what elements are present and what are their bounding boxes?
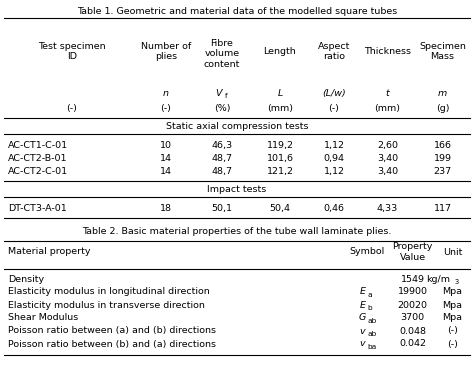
- Text: f: f: [225, 93, 228, 99]
- Text: 14: 14: [160, 154, 172, 163]
- Text: 1,12: 1,12: [323, 140, 345, 149]
- Text: Elasticity modulus in longitudinal direction: Elasticity modulus in longitudinal direc…: [8, 287, 210, 296]
- Text: (-): (-): [328, 103, 339, 112]
- Text: Mpa: Mpa: [443, 300, 463, 310]
- Text: a: a: [367, 292, 372, 298]
- Text: 19900: 19900: [398, 287, 428, 296]
- Text: DT-CT3-A-01: DT-CT3-A-01: [8, 203, 67, 212]
- Text: ab: ab: [367, 318, 377, 324]
- Text: 0,94: 0,94: [323, 154, 345, 163]
- Text: 50,1: 50,1: [211, 203, 233, 212]
- Text: (L/w): (L/w): [322, 89, 346, 98]
- Text: Impact tests: Impact tests: [207, 184, 266, 193]
- Text: 18: 18: [160, 203, 172, 212]
- Text: (-): (-): [447, 326, 458, 335]
- Text: kg/m: kg/m: [427, 275, 450, 284]
- Text: ratio: ratio: [323, 52, 345, 61]
- Text: (%): (%): [214, 103, 230, 112]
- Text: 0,46: 0,46: [323, 203, 345, 212]
- Text: 101,6: 101,6: [266, 154, 293, 163]
- Text: Static axial compression tests: Static axial compression tests: [166, 121, 308, 130]
- Text: Mpa: Mpa: [443, 314, 463, 322]
- Text: 3700: 3700: [401, 314, 425, 322]
- Text: Poisson ratio between (a) and (b) directions: Poisson ratio between (a) and (b) direct…: [8, 326, 216, 335]
- Text: (-): (-): [66, 103, 77, 112]
- Text: Fibre: Fibre: [210, 39, 233, 47]
- Text: 10: 10: [160, 140, 172, 149]
- Text: Mass: Mass: [430, 52, 455, 61]
- Text: 237: 237: [433, 166, 452, 175]
- Text: 48,7: 48,7: [211, 154, 233, 163]
- Text: E: E: [359, 287, 365, 296]
- Text: 3: 3: [455, 279, 459, 285]
- Text: t: t: [386, 89, 389, 98]
- Text: 46,3: 46,3: [211, 140, 233, 149]
- Text: Elasticity modulus in transverse direction: Elasticity modulus in transverse directi…: [8, 300, 205, 310]
- Text: m: m: [438, 89, 447, 98]
- Text: 14: 14: [160, 166, 172, 175]
- Text: Specimen: Specimen: [419, 42, 466, 51]
- Text: Length: Length: [264, 47, 296, 56]
- Text: 0.042: 0.042: [399, 340, 426, 349]
- Text: E: E: [359, 300, 365, 310]
- Text: Table 1. Geometric and material data of the modelled square tubes: Table 1. Geometric and material data of …: [77, 7, 397, 16]
- Text: 1,12: 1,12: [323, 166, 345, 175]
- Text: 1549: 1549: [401, 275, 425, 284]
- Text: Shear Modulus: Shear Modulus: [8, 314, 78, 322]
- Text: plies: plies: [155, 52, 177, 61]
- Text: Thickness: Thickness: [364, 47, 411, 56]
- Text: Unit: Unit: [443, 247, 462, 256]
- Text: 117: 117: [434, 203, 452, 212]
- Text: G: G: [359, 314, 366, 322]
- Text: AC-CT2-B-01: AC-CT2-B-01: [8, 154, 67, 163]
- Text: 20020: 20020: [398, 300, 428, 310]
- Text: 3,40: 3,40: [377, 154, 398, 163]
- Text: Test specimen: Test specimen: [38, 42, 106, 51]
- Text: 2,60: 2,60: [377, 140, 398, 149]
- Text: Table 2. Basic material properties of the tube wall laminate plies.: Table 2. Basic material properties of th…: [82, 227, 392, 236]
- Text: 199: 199: [434, 154, 452, 163]
- Text: n: n: [163, 89, 169, 98]
- Text: ba: ba: [367, 344, 377, 350]
- Text: Symbol: Symbol: [350, 247, 385, 256]
- Text: V: V: [216, 89, 222, 98]
- Text: 4,33: 4,33: [377, 203, 398, 212]
- Text: (g): (g): [436, 103, 449, 112]
- Text: Property: Property: [392, 242, 433, 251]
- Text: 0.048: 0.048: [399, 326, 426, 335]
- Text: Material property: Material property: [8, 247, 91, 256]
- Text: L: L: [277, 89, 283, 98]
- Text: 121,2: 121,2: [266, 166, 293, 175]
- Text: Number of: Number of: [141, 42, 191, 51]
- Text: (-): (-): [161, 103, 172, 112]
- Text: ID: ID: [67, 52, 77, 61]
- Text: AC-CT1-C-01: AC-CT1-C-01: [8, 140, 68, 149]
- Text: volume: volume: [204, 49, 239, 58]
- Text: content: content: [204, 60, 240, 68]
- Text: (mm): (mm): [374, 103, 401, 112]
- Text: (-): (-): [447, 340, 458, 349]
- Text: 119,2: 119,2: [266, 140, 293, 149]
- Text: AC-CT2-C-01: AC-CT2-C-01: [8, 166, 68, 175]
- Text: Aspect: Aspect: [318, 42, 350, 51]
- Text: 166: 166: [434, 140, 452, 149]
- Text: v: v: [360, 326, 365, 335]
- Text: Value: Value: [400, 253, 426, 262]
- Text: 48,7: 48,7: [211, 166, 233, 175]
- Text: Poisson ratio between (b) and (a) directions: Poisson ratio between (b) and (a) direct…: [8, 340, 216, 349]
- Text: Mpa: Mpa: [443, 287, 463, 296]
- Text: Density: Density: [8, 275, 44, 284]
- Text: 3,40: 3,40: [377, 166, 398, 175]
- Text: (mm): (mm): [267, 103, 293, 112]
- Text: b: b: [367, 305, 372, 311]
- Text: ab: ab: [367, 331, 377, 337]
- Text: 50,4: 50,4: [270, 203, 291, 212]
- Text: v: v: [360, 340, 365, 349]
